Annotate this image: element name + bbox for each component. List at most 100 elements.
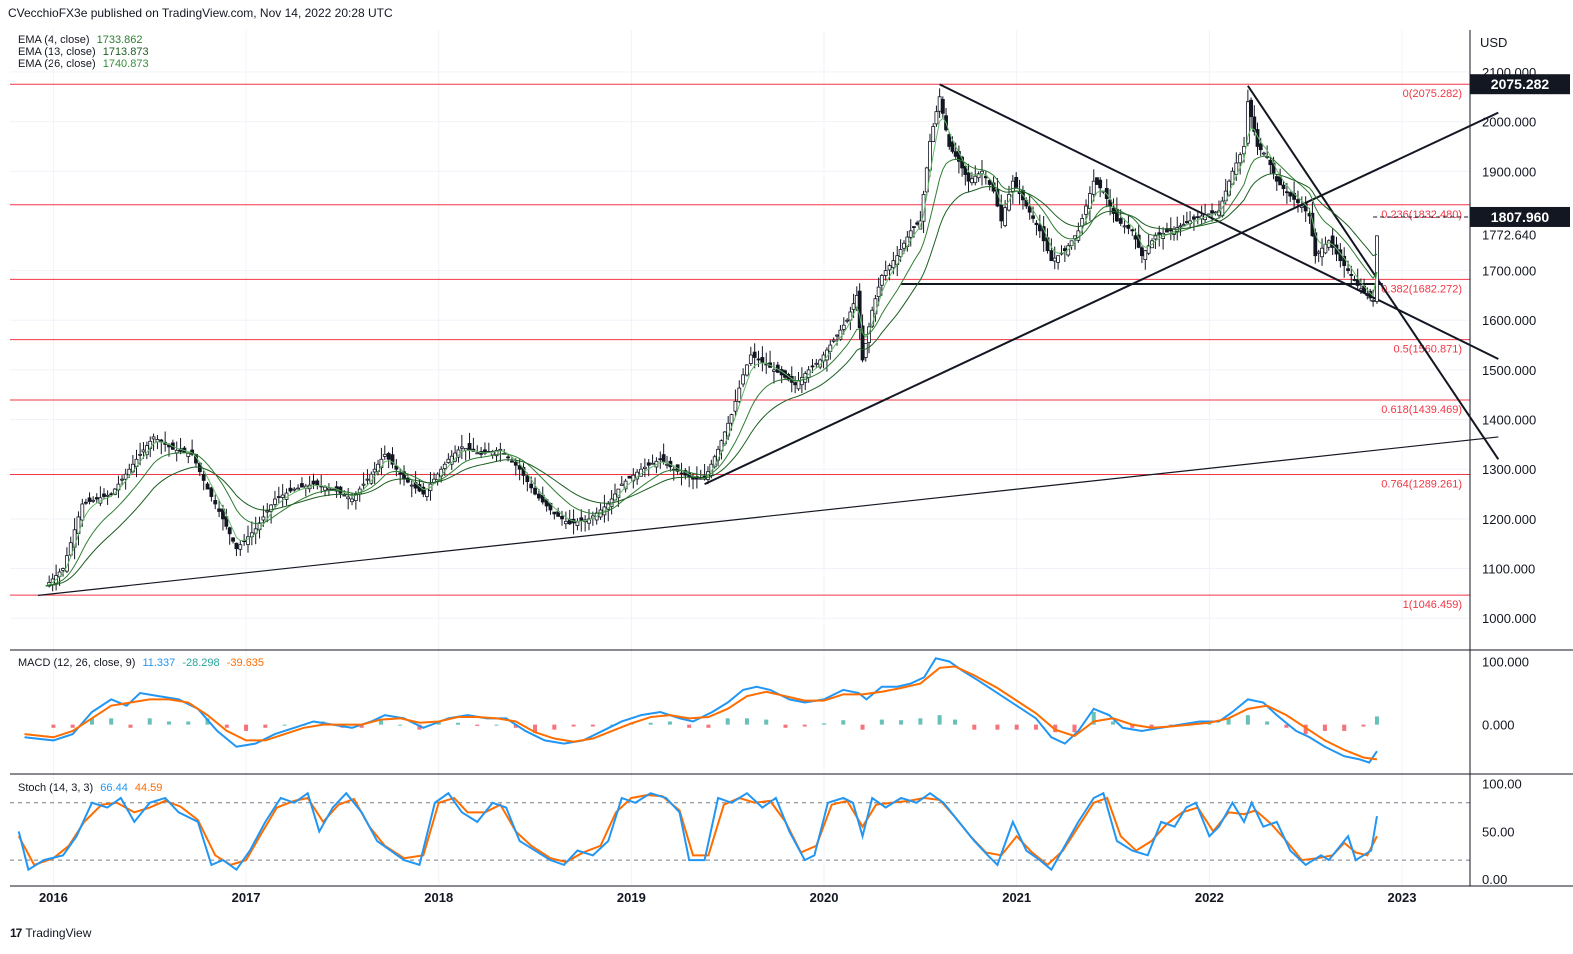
stoch-legend: Stoch (14, 3, 3) 66.44 44.59: [18, 782, 162, 794]
candle-body: [1181, 223, 1186, 226]
candle-body: [1249, 99, 1253, 118]
candle-body: [372, 468, 377, 473]
candle-body: [1375, 235, 1379, 302]
candle-body: [1192, 216, 1196, 220]
macd-hist-bar: [1303, 724, 1308, 735]
candle-body: [1140, 247, 1144, 257]
candle-body: [94, 497, 99, 500]
candle-body: [174, 449, 179, 454]
macd-hist-bar: [725, 718, 730, 725]
price-label-text: 1772.640: [1482, 228, 1536, 243]
ema-line: [45, 117, 1378, 587]
candle-body: [353, 493, 358, 501]
candle-body: [950, 141, 955, 152]
candle-body: [891, 260, 896, 269]
candle-body: [1334, 244, 1339, 255]
candle-body: [467, 443, 472, 451]
candle-body: [1178, 225, 1183, 228]
candle-body: [631, 474, 636, 482]
candle-body: [292, 488, 297, 491]
macd-tick-label: 100.000: [1482, 654, 1529, 669]
candle-body: [365, 478, 370, 481]
candle-body: [1258, 143, 1263, 151]
candle-body: [1320, 247, 1324, 258]
candle-body: [835, 334, 839, 337]
candle-body: [1165, 228, 1169, 233]
x-tick-label: 2019: [617, 890, 646, 905]
candle-body: [68, 542, 73, 556]
candle-body: [127, 468, 132, 476]
price-tick-label: 1300.000: [1482, 462, 1536, 477]
candle-body: [863, 343, 868, 358]
candle-body: [141, 449, 146, 453]
candle-body: [1284, 191, 1289, 194]
macd-hist-bar: [879, 719, 884, 725]
candle-body: [1003, 207, 1008, 227]
candle-body: [288, 487, 293, 492]
candle-body: [745, 364, 749, 376]
candle-body: [1326, 240, 1331, 248]
macd-hist-bar: [359, 724, 364, 728]
candle-body: [814, 362, 819, 365]
x-tick-label: 2023: [1388, 890, 1417, 905]
candle-body: [831, 339, 836, 342]
candle-body: [1359, 288, 1363, 291]
candle-body: [261, 516, 266, 521]
candle-body: [973, 175, 978, 184]
macd-hist-bar: [167, 721, 172, 725]
candle-body: [1296, 199, 1300, 204]
macd-hist-bar: [1130, 724, 1135, 728]
candle-body: [342, 494, 347, 497]
candle-body: [976, 173, 981, 179]
macd-hist-bar: [918, 718, 923, 725]
stoch-tick-label: 100.00: [1482, 777, 1522, 792]
candle-body: [382, 453, 387, 457]
trend-line: [704, 111, 1499, 486]
candle-body: [102, 493, 106, 497]
candle-body: [1238, 154, 1243, 164]
candle-body: [386, 453, 391, 460]
candle-body: [887, 265, 892, 271]
macd-hist-bar: [571, 724, 576, 727]
candle-body: [679, 472, 684, 475]
macd-hist-bar: [1072, 724, 1077, 733]
candle-body: [810, 365, 815, 368]
candle-body: [563, 520, 568, 525]
candle-body: [1346, 268, 1350, 271]
candle-body: [398, 472, 403, 475]
price-tick-label: 1000.000: [1482, 611, 1536, 626]
stoch-d-line: [17, 794, 1378, 867]
candle-body: [405, 477, 410, 483]
candle-body: [1195, 216, 1200, 219]
candle-body: [623, 480, 628, 490]
stoch-tick-label: 50.00: [1482, 824, 1515, 839]
ema13-legend-name: EMA (13, close): [18, 46, 96, 58]
candle-body: [1323, 244, 1328, 254]
candle-body: [209, 487, 214, 497]
macd-hist-bar: [648, 722, 653, 725]
x-tick-label: 2016: [39, 890, 68, 905]
candle-body: [1210, 210, 1214, 214]
candle-body: [969, 178, 974, 184]
candle-body: [1330, 235, 1335, 248]
candle-body: [80, 503, 85, 521]
candle-body: [510, 460, 514, 463]
macd-hist-bar: [1245, 715, 1250, 725]
macd-hist-bar: [533, 724, 538, 733]
candle-body: [1234, 162, 1239, 175]
candle-body: [61, 568, 65, 571]
candle-body: [1130, 229, 1135, 232]
macd-hist-bar: [1111, 721, 1116, 725]
macd-hist-bar: [744, 718, 749, 725]
tradingview-brand[interactable]: 17 TradingView: [10, 926, 91, 940]
candle-body: [432, 478, 436, 484]
candle-body: [537, 493, 541, 499]
price-tick-label: 1600.000: [1482, 313, 1536, 328]
candle-body: [231, 537, 235, 542]
candle-body: [346, 496, 351, 500]
macd-hist-bar: [224, 724, 229, 728]
candle-body: [1371, 299, 1376, 302]
macd-hist-bar: [417, 724, 422, 730]
candle-body: [848, 311, 853, 321]
